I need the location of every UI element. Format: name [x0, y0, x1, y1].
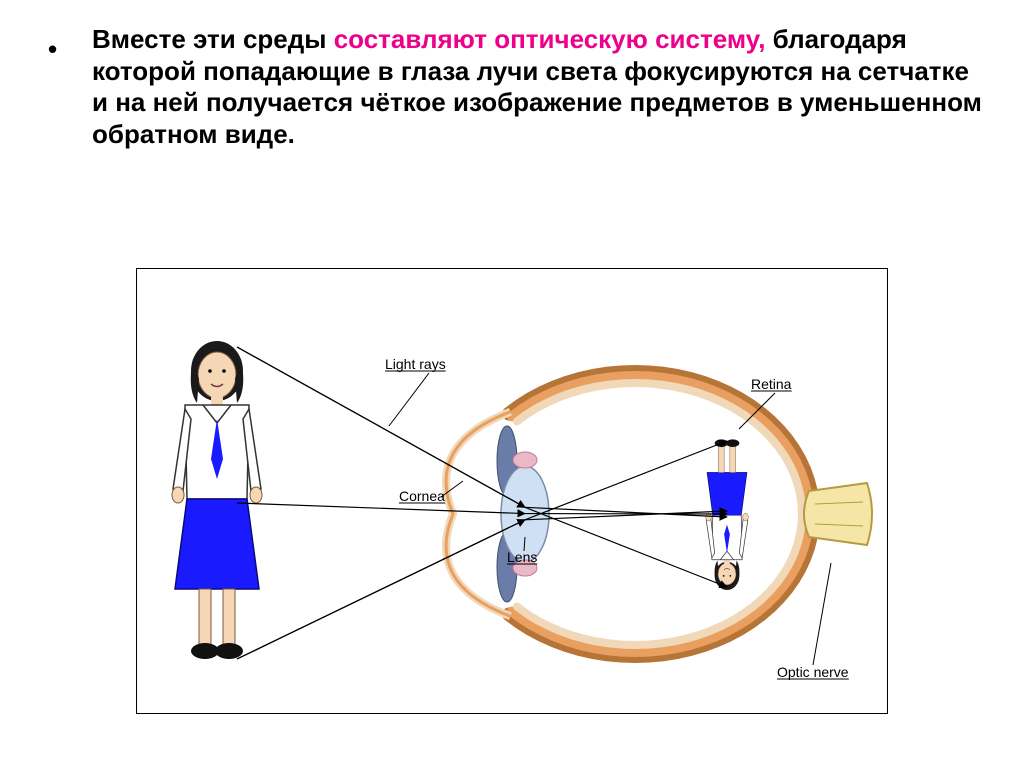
text-before: Вместе эти среды: [92, 24, 334, 54]
diagram-frame: Light rays Cornea Lens Retina Optic nerve: [136, 268, 888, 714]
slide-paragraph: Вместе эти среды составляют оптическую с…: [68, 24, 984, 151]
svg-text:Lens: Lens: [507, 549, 537, 565]
bullet-dot: •: [48, 34, 57, 65]
svg-text:Cornea: Cornea: [399, 488, 445, 504]
svg-text:Light rays: Light rays: [385, 356, 446, 372]
svg-text:Optic nerve: Optic nerve: [777, 664, 849, 680]
eye-diagram-svg: Light rays Cornea Lens Retina Optic nerve: [137, 269, 887, 713]
slide: • Вместе эти среды составляют оптическую…: [0, 0, 1024, 767]
text-highlight: составляют оптическую систему,: [334, 24, 766, 54]
svg-text:Retina: Retina: [751, 376, 792, 392]
